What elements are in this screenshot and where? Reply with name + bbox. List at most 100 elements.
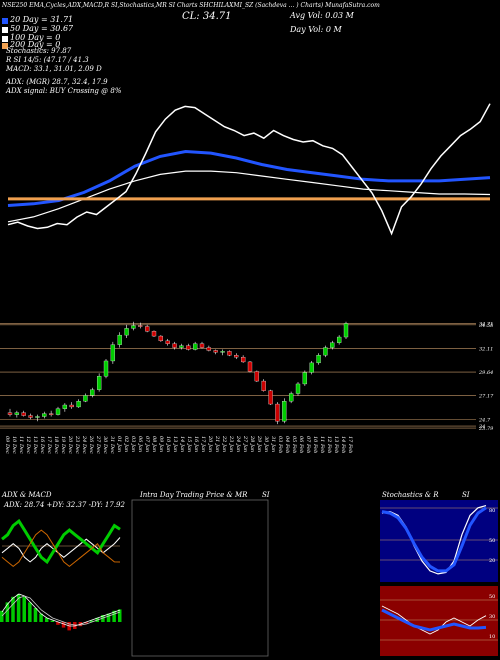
candle-body: [220, 351, 225, 353]
rsi-readout: R SI 14/5: (47.17 / 41.3: [6, 56, 89, 64]
macd-histogram-bar: [22, 596, 26, 622]
macd-histogram-bar: [101, 615, 105, 622]
legend-entry: 200 Day = 0: [10, 40, 61, 49]
stoch-panel-si: SI: [462, 491, 470, 499]
candle-body: [96, 376, 102, 390]
candle-body: [103, 360, 109, 377]
date-tick-label: 13 Feb: [333, 436, 339, 453]
price-tick-label: 27.17: [478, 394, 494, 400]
rsi-series-line: [381, 605, 487, 635]
candle-body: [14, 412, 20, 415]
legend-swatch: [2, 18, 8, 24]
rsi-tick-label: 10: [489, 634, 495, 640]
macd-histogram-bar: [16, 594, 21, 622]
date-tick-label: 07 Jan: [144, 436, 150, 452]
date-tick-label: 11 Dec: [18, 436, 24, 454]
candle-body: [268, 390, 273, 405]
candle-body: [316, 355, 321, 364]
date-tick-label: 09 Jan: [158, 436, 164, 452]
adx-panel-title: ADX & MACD: [2, 491, 52, 499]
candle-body: [330, 342, 335, 348]
macd-histogram-bar: [118, 609, 122, 622]
date-tick-label: 10 Feb: [312, 436, 318, 453]
price-tick-label: 23.79: [478, 426, 494, 432]
day-volume: Day Vol: 0 M: [290, 25, 342, 34]
ema-series-line: [7, 170, 491, 223]
candle-body: [275, 403, 280, 422]
candle-body: [76, 401, 81, 408]
date-tick-label: 06 Feb: [298, 436, 304, 453]
stochastics-rsi-panel: 80 50 20 50 30 10: [380, 500, 498, 656]
candle-body: [90, 389, 95, 396]
candle-body: [192, 343, 198, 350]
adx-signal-readout: ADX signal: BUY Crossing @ 8%: [6, 87, 122, 95]
date-tick-label: 11 Feb: [319, 436, 325, 453]
date-tick-label: 14 Feb: [340, 436, 346, 453]
date-tick-label: 05 Feb: [291, 436, 297, 453]
macd-histogram-bar: [44, 617, 49, 622]
date-tick-label: 24 Jan: [235, 435, 241, 452]
price-tick-label: 24: [478, 424, 485, 430]
candle-body: [282, 401, 287, 422]
date-tick-label: 16 Jan: [193, 436, 199, 452]
adx-readout: ADX: (MGR) 28.7, 32.4, 17.9: [6, 78, 108, 86]
close-label: CL: 34.71: [182, 11, 232, 22]
candle-body: [199, 343, 205, 348]
candle-body: [151, 331, 157, 337]
price-tick-label: 32.11: [479, 346, 493, 352]
date-tick-label: 24 Dec: [81, 435, 87, 454]
adx-series-line: [1, 529, 121, 568]
price-cycle-line: [7, 103, 491, 236]
candle-body: [144, 326, 150, 332]
candle-body: [309, 362, 314, 373]
date-tick-label: 20 Dec: [67, 435, 73, 454]
legend-swatch: [2, 27, 8, 33]
candle-body: [158, 335, 164, 342]
date-tick-label: 17 Dec: [46, 436, 52, 454]
date-tick-label: 20 Jan: [207, 435, 213, 452]
candle-body: [240, 356, 246, 363]
candle-body: [35, 416, 40, 418]
candle-body: [179, 345, 184, 348]
candle-body: [288, 393, 294, 402]
legend-entry: 50 Day = 30.67: [10, 24, 74, 33]
candle-body: [138, 325, 143, 327]
macd-histogram-bar: [73, 622, 77, 629]
candle-body: [21, 412, 26, 416]
chart-header: NSE250 EMA,Cycles,ADX,MACD,R SI,Stochast…: [2, 2, 380, 9]
candle-body: [110, 344, 116, 362]
date-tick-label: 07 Feb: [305, 436, 311, 453]
date-tick-label: 21 Jan: [214, 435, 220, 452]
candle-body: [131, 325, 136, 329]
date-tick-label: 01 Jan: [116, 436, 122, 452]
date-tick-label: 09 Dec: [4, 436, 10, 454]
date-tick-label: 23 Jan: [228, 435, 234, 452]
date-tick-label: 31 Jan: [270, 436, 276, 452]
candle-body: [213, 350, 218, 353]
macd-histogram-bar: [84, 622, 88, 624]
macd-histogram-bar: [112, 610, 116, 622]
intraday-panel: [131, 499, 269, 657]
date-tick-label: 16 Dec: [39, 436, 45, 454]
adx-series-line: [1, 518, 121, 565]
candle-body: [117, 334, 122, 345]
stoch-tick-label: 80: [489, 508, 495, 514]
date-tick-label: 15 Jan: [186, 436, 192, 452]
stoch-tick-label: 50: [489, 538, 495, 544]
date-tick-label: 30 Jan: [263, 436, 269, 452]
macd-histogram-bar: [11, 596, 15, 622]
date-tick-label: 13 Jan: [172, 436, 178, 452]
date-tick-label: 27 Dec: [95, 435, 101, 454]
date-tick-label: 23 Dec: [74, 435, 80, 454]
date-tick-label: 19 Dec: [60, 436, 66, 454]
stoch-tick-label: 20: [489, 558, 495, 564]
ema-series-line: [7, 149, 491, 207]
macd-histogram-bar: [39, 613, 43, 622]
stoch-series-line: [381, 506, 487, 573]
legend-entry: 100 Day = 0: [10, 33, 61, 42]
macd-line: [1, 595, 121, 626]
macd-histogram-bar: [56, 622, 60, 625]
candle-body: [48, 413, 54, 415]
rsi-tick-label: 30: [489, 614, 495, 620]
